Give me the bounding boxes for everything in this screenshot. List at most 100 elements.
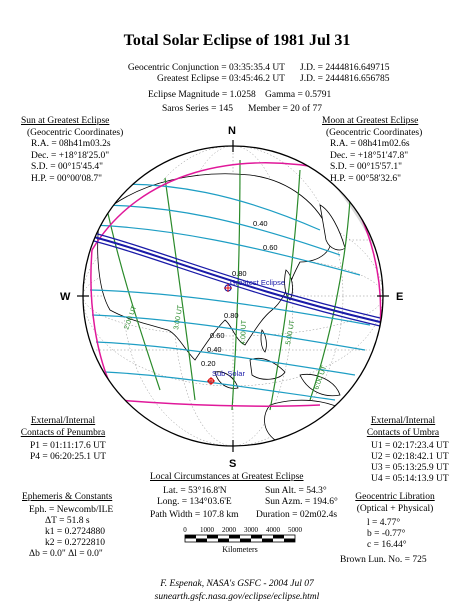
ephemeris-name: Eph. = Newcomb/ILE [29, 505, 114, 515]
sub-solar-label: Sub Solar [212, 369, 245, 378]
hour-line-5ut [269, 169, 301, 411]
greatest-eclipse-marker [224, 284, 232, 292]
credit: F. Espenak, NASA's GSFC - 2004 Jul 07 [160, 579, 314, 589]
conjunction-jd: J.D. = 2444816.649715 [300, 63, 390, 73]
moon-ra: R.A. = 08h41m02.6s [330, 139, 410, 149]
moon-coordinates: Moon at Greatest Eclipse (Geocentric Coo… [322, 116, 422, 185]
penumbra-north-limit [91, 162, 331, 251]
p4-contact: P4 = 06:20:25.1 UT [30, 452, 107, 462]
path-width: Path Width = 107.8 km [150, 510, 239, 520]
u2-contact: U2 = 02:18:42.1 UT [371, 452, 449, 462]
sun-heading: Sun at Greatest Eclipse [21, 116, 110, 126]
moon-sd: S.D. = 00°15'57.1" [330, 162, 403, 172]
philippines-island [260, 329, 267, 353]
contour-label: 0.80 [224, 311, 239, 320]
umbral-path [89, 231, 381, 327]
greatest-eclipse-jd: J.D. = 2444816.656785 [300, 74, 390, 84]
libration-c: c = 16.44° [367, 540, 407, 550]
p1-contact: P1 = 01:11:17.6 UT [30, 441, 106, 451]
sun-sd: S.D. = 00°15'45.4" [31, 162, 104, 172]
contour-label: 0.60 [210, 331, 225, 340]
umbra-contacts: External/Internal Contacts of Umbra [348, 416, 458, 439]
libration-block: Geocentric Libration (Optical + Physical… [345, 492, 445, 515]
k1-constant: k1 = 0.2724880 [45, 527, 105, 537]
south-label: S [229, 458, 236, 470]
libration-l: l = 4.77° [367, 518, 401, 528]
local-long: Long. = 134°03.6'E [157, 497, 232, 507]
umbra-heading-2: Contacts of Umbra [366, 427, 440, 438]
scale-unit: Kilometers [222, 545, 258, 554]
hour-line-6ut [309, 199, 351, 401]
brown-lunation: Brown Lun. No. = 725 [340, 555, 427, 565]
contour-label: 0.20 [201, 359, 216, 368]
greatest-eclipse-time: Greatest Eclipse = 03:45:46.2 UT [156, 74, 285, 84]
magnitude-contours [89, 183, 371, 401]
time-label-5ut: 5:00 UT [285, 319, 296, 345]
penumbra-contacts: External/Internal Contacts of Penumbra [8, 416, 118, 439]
sun-ra: R.A. = 08h41m03.2s [31, 139, 111, 149]
conjunction-label: Geocentric Conjunction = 03:35:35.4 UT [127, 63, 285, 73]
page-title: Total Solar Eclipse of 1981 Jul 31 [123, 32, 351, 49]
scale-tick-label: 1000 [200, 526, 215, 534]
contour-south-040 [95, 341, 356, 376]
penumbra-heading-1: External/Internal [30, 416, 96, 426]
eclipse-magnitude: Eclipse Magnitude = 1.0258 [148, 90, 256, 100]
east-label: E [396, 291, 403, 303]
sun-altitude: Sun Alt. = 54.3° [265, 486, 327, 496]
contour-label: 0.40 [207, 345, 222, 354]
time-label-4ut: 4:00 UT [240, 319, 248, 345]
saros-series: Saros Series = 145 [162, 104, 234, 114]
saros-member: Member = 20 of 77 [248, 104, 322, 114]
scale-tick-label: 0 [183, 526, 187, 534]
umbra-heading-1: External/Internal [370, 416, 436, 426]
local-heading: Local Circumstances at Greatest Eclipse [150, 472, 304, 482]
moon-hp: H.P. = 00°58'32.6" [330, 173, 401, 184]
contour-north-080 [91, 224, 361, 276]
sun-dec: Dec. = +18°18'25.0" [31, 150, 110, 161]
k2-constant: k2 = 0.2722810 [45, 538, 105, 548]
local-lat: Lat. = 53°16.8'N [163, 486, 227, 496]
asia-landmass [97, 173, 332, 361]
contour-labels: 0.40 0.60 0.80 0.80 0.60 0.40 0.20 [201, 219, 278, 368]
compass-ticks [77, 140, 389, 452]
sumatra-island [214, 371, 239, 389]
west-label: W [60, 291, 71, 303]
moon-heading: Moon at Greatest Eclipse [322, 116, 419, 126]
libration-b: b = -0.77° [367, 529, 406, 539]
contour-north-060 [94, 204, 341, 256]
umbra-south-limit [89, 239, 381, 327]
ephemeris-heading: Ephemeris & Constants [22, 492, 113, 502]
contour-label: 0.40 [253, 219, 268, 228]
sun-subheading: (Geocentric Coordinates) [27, 127, 124, 138]
distance-scale: 0 1000 2000 3000 4000 5000 Kilometers [183, 526, 303, 554]
scale-tick-label: 3000 [244, 526, 259, 534]
u4-contact: U4 = 05:14:13.9 UT [371, 474, 449, 484]
hour-line-4ut [231, 159, 241, 411]
sun-coordinates: Sun at Greatest Eclipse (Geocentric Coor… [21, 116, 123, 185]
contour-label: 0.60 [263, 243, 278, 252]
contour-label: 0.80 [232, 269, 247, 278]
sub-solar-marker [207, 377, 215, 385]
sun-hp: H.P. = 00°00'08.7" [31, 173, 102, 184]
contour-south-080 [89, 289, 371, 326]
scale-tick-label: 2000 [222, 526, 237, 534]
duration: Duration = 02m02.4s [256, 510, 338, 520]
new-guinea-island [299, 373, 341, 397]
umbra-central-line [89, 235, 381, 323]
scale-tick-label: 5000 [288, 526, 303, 534]
hour-line-3ut [164, 177, 196, 401]
delta-b-l: Δb = 0.0" Δl = 0.0" [29, 549, 103, 559]
scale-tick-label: 4000 [266, 526, 281, 534]
umbra-north-limit [89, 231, 381, 319]
libration-subheading: (Optical + Physical) [356, 503, 434, 514]
source-url[interactable]: sunearth.gsfc.nasa.gov/eclipse/eclipse.h… [154, 592, 320, 602]
gamma: Gamma = 0.5791 [265, 90, 332, 100]
sun-azimuth: Sun Azm. = 194.6° [265, 497, 338, 507]
libration-heading: Geocentric Libration [355, 492, 435, 502]
greatest-eclipse-label: Greatest Eclipse [230, 278, 285, 287]
delta-t: ΔT = 51.8 s [45, 516, 90, 526]
moon-subheading: (Geocentric Coordinates) [326, 127, 423, 138]
moon-dec: Dec. = +18°51'47.8" [330, 150, 409, 161]
time-label-3ut: 3:00 UT [173, 304, 184, 330]
